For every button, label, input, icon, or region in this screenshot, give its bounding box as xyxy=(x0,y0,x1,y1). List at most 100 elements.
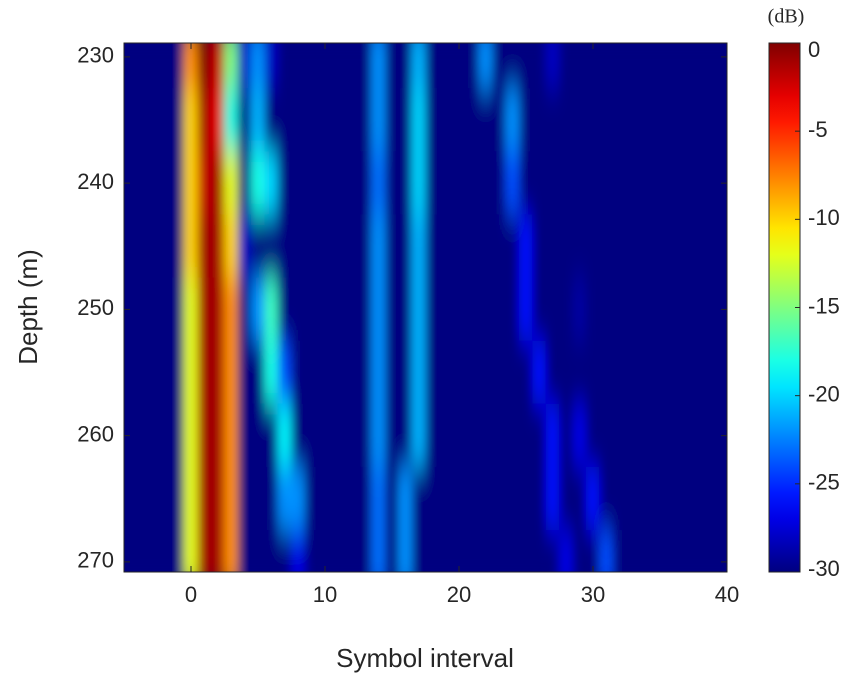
heatmap-cell xyxy=(519,466,533,531)
heatmap-cell xyxy=(452,530,466,572)
heatmap-cell xyxy=(572,43,587,89)
heatmap-cell xyxy=(251,151,265,216)
heatmap-cell xyxy=(398,466,413,531)
heatmap-cell xyxy=(572,466,587,531)
heatmap-cell xyxy=(478,340,493,405)
heatmap-cell xyxy=(425,43,440,89)
heatmap-cell xyxy=(344,530,359,572)
heatmap-cell xyxy=(124,530,131,572)
heatmap-cell xyxy=(251,530,265,572)
heatmap-cell xyxy=(612,151,627,216)
heatmap-cell xyxy=(371,151,386,216)
heatmap-cell xyxy=(143,530,158,572)
heatmap-cell xyxy=(586,466,600,531)
heatmap-cell xyxy=(237,277,252,342)
heatmap-cell xyxy=(130,43,145,89)
heatmap-cell xyxy=(706,403,721,468)
heatmap-cell xyxy=(264,403,279,468)
heatmap-cell xyxy=(124,340,131,405)
heatmap-cell xyxy=(706,340,721,405)
heatmap-cell xyxy=(210,340,225,405)
heatmap-cell xyxy=(679,403,694,468)
heatmap-cell xyxy=(465,340,480,405)
heatmap-cell xyxy=(438,88,453,152)
heatmap-cell xyxy=(438,530,453,572)
colorbar-tick-label: -10 xyxy=(808,205,840,230)
heatmap-cell xyxy=(693,88,708,152)
heatmap-cell xyxy=(639,214,654,279)
heatmap-cell xyxy=(251,340,265,405)
heatmap-cell xyxy=(197,43,212,89)
heatmap-cell xyxy=(358,530,373,572)
heatmap-cell xyxy=(586,88,600,152)
heatmap-cell xyxy=(398,277,413,342)
heatmap-cell xyxy=(358,214,373,279)
heatmap-cell xyxy=(371,277,386,342)
heatmap-cell xyxy=(411,277,426,342)
heatmap-cell xyxy=(331,88,346,152)
heatmap-cell xyxy=(626,214,641,279)
heatmap-cell xyxy=(143,403,158,468)
heatmap-cell xyxy=(170,151,185,216)
heatmap-cell xyxy=(304,530,319,572)
heatmap-cell xyxy=(693,340,708,405)
heatmap-cell xyxy=(693,214,708,279)
heatmap-cell xyxy=(291,530,306,572)
heatmap-cell xyxy=(706,277,721,342)
heatmap-cell xyxy=(653,340,667,405)
heatmap-cell xyxy=(344,403,359,468)
heatmap-cell xyxy=(157,88,172,152)
heatmap-cell xyxy=(666,214,681,279)
heatmap-cell xyxy=(545,277,560,342)
heatmap-cell xyxy=(599,88,614,152)
x-tick-label: 0 xyxy=(185,582,197,607)
heatmap-cell xyxy=(371,88,386,152)
y-tick-label: 260 xyxy=(77,421,114,446)
heatmap-cell xyxy=(197,466,212,531)
heatmap-cell xyxy=(505,277,520,342)
heatmap-cell xyxy=(291,214,306,279)
heatmap-cell xyxy=(385,403,399,468)
heatmap-cell xyxy=(559,466,574,531)
heatmap-cell xyxy=(653,43,667,89)
heatmap-cell xyxy=(653,403,667,468)
heatmap-cell xyxy=(679,277,694,342)
heatmap-cell xyxy=(612,88,627,152)
heatmap-cell xyxy=(143,340,158,405)
heatmap-cell xyxy=(706,214,721,279)
heatmap-cell xyxy=(626,403,641,468)
heatmap-cell xyxy=(124,88,131,152)
heatmap-cell xyxy=(130,151,145,216)
heatmap-cell xyxy=(318,43,332,89)
heatmap-cell xyxy=(425,403,440,468)
heatmap-cell xyxy=(425,530,440,572)
heatmap-cell xyxy=(532,340,547,405)
heatmap-cell xyxy=(197,214,212,279)
heatmap-cell xyxy=(304,43,319,89)
heatmap-cell xyxy=(545,340,560,405)
heatmap-cell xyxy=(224,214,239,279)
y-tick-label: 240 xyxy=(77,169,114,194)
heatmap-cell xyxy=(291,277,306,342)
heatmap-cell xyxy=(358,466,373,531)
heatmap-cell xyxy=(639,277,654,342)
heatmap-cell xyxy=(626,88,641,152)
heatmap-cell xyxy=(197,340,212,405)
heatmap-cell xyxy=(385,466,399,531)
heatmap-cell xyxy=(184,403,198,468)
heatmap-cell xyxy=(411,530,426,572)
heatmap xyxy=(124,43,727,572)
heatmap-cell xyxy=(452,88,466,152)
heatmap-cell xyxy=(572,88,587,152)
heatmap-cell xyxy=(519,277,533,342)
heatmap-cell xyxy=(653,214,667,279)
heatmap-cell xyxy=(438,43,453,89)
heatmap-cell xyxy=(224,277,239,342)
heatmap-cell xyxy=(224,403,239,468)
heatmap-cell xyxy=(425,340,440,405)
heatmap-cell xyxy=(492,466,507,531)
heatmap-cell xyxy=(184,466,198,531)
heatmap-cell xyxy=(639,530,654,572)
heatmap-cell xyxy=(572,277,587,342)
